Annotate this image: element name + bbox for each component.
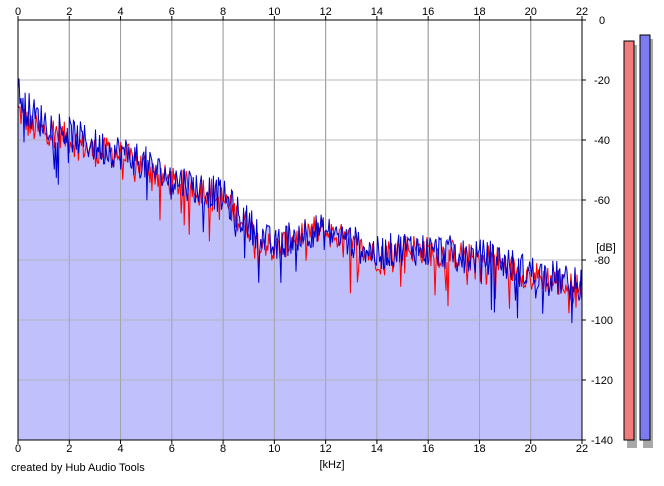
x-tick-label-bottom: 0 bbox=[15, 443, 21, 455]
x-tick-label-bottom: 2 bbox=[66, 443, 72, 455]
x-tick-label-top: 20 bbox=[525, 6, 537, 18]
x-tick-label-top: 18 bbox=[473, 6, 485, 18]
y-tick-label: -40 bbox=[594, 135, 610, 147]
tick-labels: 002244668810101212141416161818202022220-… bbox=[15, 6, 616, 471]
y-tick-label: -20 bbox=[594, 75, 610, 87]
x-tick-label-bottom: 16 bbox=[422, 443, 434, 455]
x-tick-label-bottom: 14 bbox=[371, 443, 383, 455]
y-tick-label: 0 bbox=[599, 15, 605, 27]
x-tick-label-top: 8 bbox=[220, 6, 226, 18]
spectrum-fill bbox=[18, 78, 582, 440]
x-tick-label-top: 14 bbox=[371, 6, 383, 18]
level-meter-2 bbox=[639, 34, 651, 441]
x-tick-label-top: 6 bbox=[169, 6, 175, 18]
x-tick-label-top: 16 bbox=[422, 6, 434, 18]
x-tick-label-bottom: 8 bbox=[220, 443, 226, 455]
credit-text: created by Hub Audio Tools bbox=[11, 462, 145, 474]
x-tick-label-top: 22 bbox=[576, 6, 588, 18]
y-tick-label: -100 bbox=[591, 315, 613, 327]
y-tick-label: -80 bbox=[594, 255, 610, 267]
spectrum-area bbox=[18, 78, 582, 440]
x-tick-label-bottom: 10 bbox=[268, 443, 280, 455]
x-tick-label-top: 0 bbox=[15, 6, 21, 18]
x-tick-label-top: 10 bbox=[268, 6, 280, 18]
x-tick-label-bottom: 4 bbox=[117, 443, 123, 455]
y-tick-label: -140 bbox=[591, 435, 613, 447]
y-tick-label: -60 bbox=[594, 195, 610, 207]
x-axis-label: [kHz] bbox=[319, 459, 344, 471]
level-meters bbox=[623, 34, 653, 448]
x-tick-label-bottom: 22 bbox=[576, 443, 588, 455]
plot-frame bbox=[17, 16, 586, 444]
x-tick-label-bottom: 6 bbox=[169, 443, 175, 455]
plot-border bbox=[17, 19, 583, 441]
series-line-2 bbox=[17, 78, 583, 324]
y-tick-label: -120 bbox=[591, 375, 613, 387]
x-tick-label-top: 12 bbox=[320, 6, 332, 18]
level-meter-1 bbox=[623, 40, 635, 441]
x-tick-label-bottom: 20 bbox=[525, 443, 537, 455]
y-axis-label: [dB] bbox=[596, 242, 616, 254]
x-tick-label-bottom: 18 bbox=[473, 443, 485, 455]
x-tick-label-top: 4 bbox=[117, 6, 123, 18]
x-tick-label-bottom: 12 bbox=[320, 443, 332, 455]
x-tick-label-top: 2 bbox=[66, 6, 72, 18]
